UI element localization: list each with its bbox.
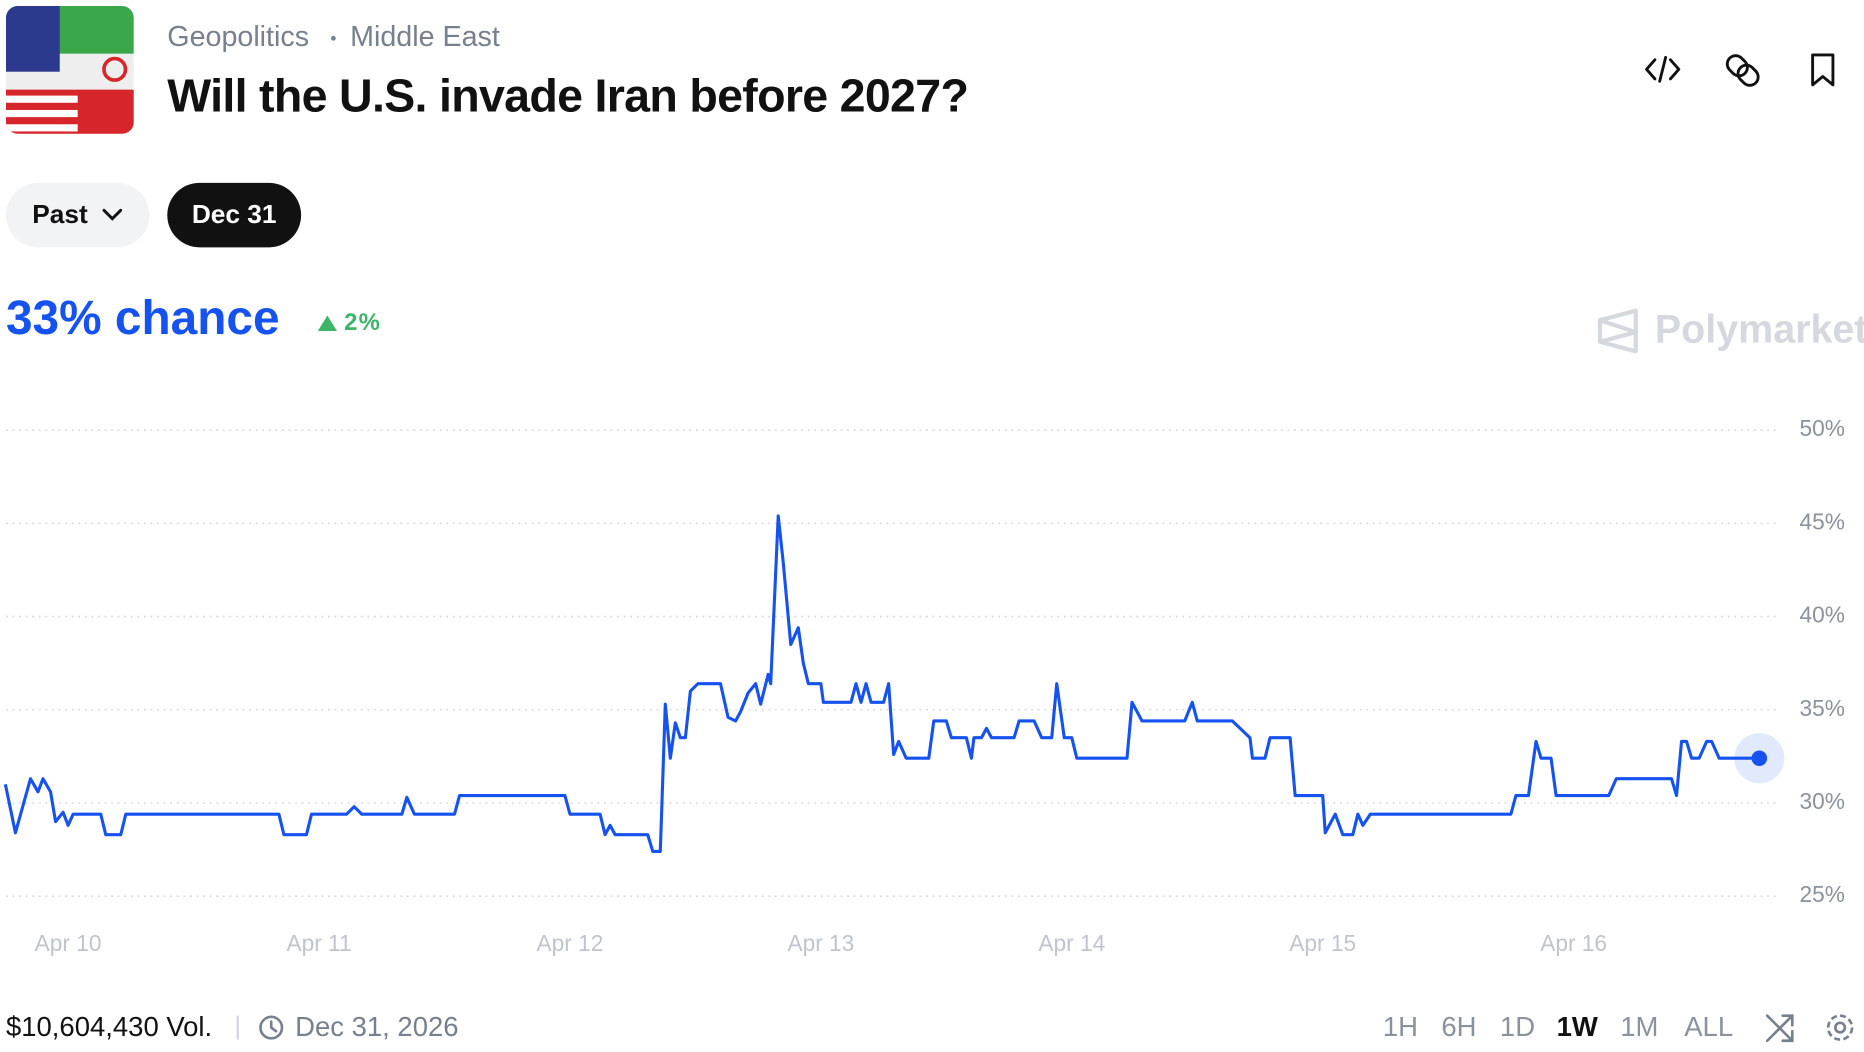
range-button[interactable]: 1M bbox=[1620, 1011, 1658, 1042]
y-tick-label: 40% bbox=[1799, 602, 1844, 628]
x-tick-label: Apr 10 bbox=[35, 930, 102, 956]
breadcrumb-subcategory[interactable]: Middle East bbox=[350, 21, 500, 53]
date-label: Dec 31 bbox=[192, 199, 277, 229]
brand-logo bbox=[1597, 308, 1638, 354]
breadcrumb-category[interactable]: Geopolitics bbox=[167, 21, 309, 53]
chevron bbox=[102, 208, 123, 221]
price-line bbox=[3, 514, 1760, 853]
past-button[interactable] bbox=[5, 182, 150, 248]
y-tick-label: 45% bbox=[1799, 508, 1844, 534]
range-button[interactable]: 1H bbox=[1383, 1011, 1418, 1042]
change-arrow bbox=[317, 315, 337, 331]
x-tick-label: Apr 11 bbox=[286, 930, 351, 956]
y-tick-label: 50% bbox=[1799, 415, 1844, 441]
chance: 33% chance bbox=[6, 292, 280, 345]
shuffle-icon[interactable] bbox=[1765, 1014, 1794, 1043]
x-tick-label: Apr 13 bbox=[787, 930, 854, 956]
market-title: Will the U.S. invade Iran before 2027? bbox=[167, 70, 968, 122]
x-tick-label: Apr 14 bbox=[1038, 930, 1105, 956]
volume: $10,604,430 Vol. bbox=[6, 1011, 212, 1042]
range-button[interactable]: 6H bbox=[1441, 1011, 1476, 1042]
range-button[interactable]: ALL bbox=[1684, 1011, 1733, 1042]
y-tick-label: 25% bbox=[1799, 881, 1844, 907]
range-button[interactable]: 1W bbox=[1557, 1011, 1598, 1042]
embed-button[interactable] bbox=[1645, 55, 1681, 83]
x-tick-label: Apr 16 bbox=[1540, 930, 1607, 956]
date-button[interactable] bbox=[167, 182, 302, 248]
y-tick-label: 35% bbox=[1799, 695, 1844, 721]
settings-icon[interactable] bbox=[1826, 1014, 1854, 1041]
market-icon bbox=[5, 5, 134, 134]
range-button[interactable]: 1D bbox=[1500, 1011, 1535, 1042]
x-tick-label: Apr 12 bbox=[537, 930, 604, 956]
current-point bbox=[1751, 750, 1768, 767]
change-value: 2% bbox=[344, 309, 381, 336]
bookmark-button[interactable] bbox=[1811, 53, 1835, 87]
x-tick-label: Apr 15 bbox=[1289, 930, 1356, 956]
past-label: Past bbox=[32, 199, 88, 229]
y-tick-label: 30% bbox=[1799, 788, 1844, 814]
copy-link-button[interactable] bbox=[1724, 52, 1762, 89]
breadcrumb-separator bbox=[330, 35, 336, 41]
clock-icon bbox=[259, 1015, 284, 1040]
end-date: Dec 31, 2026 bbox=[295, 1011, 458, 1042]
brand-name: Polymarket bbox=[1655, 308, 1864, 352]
